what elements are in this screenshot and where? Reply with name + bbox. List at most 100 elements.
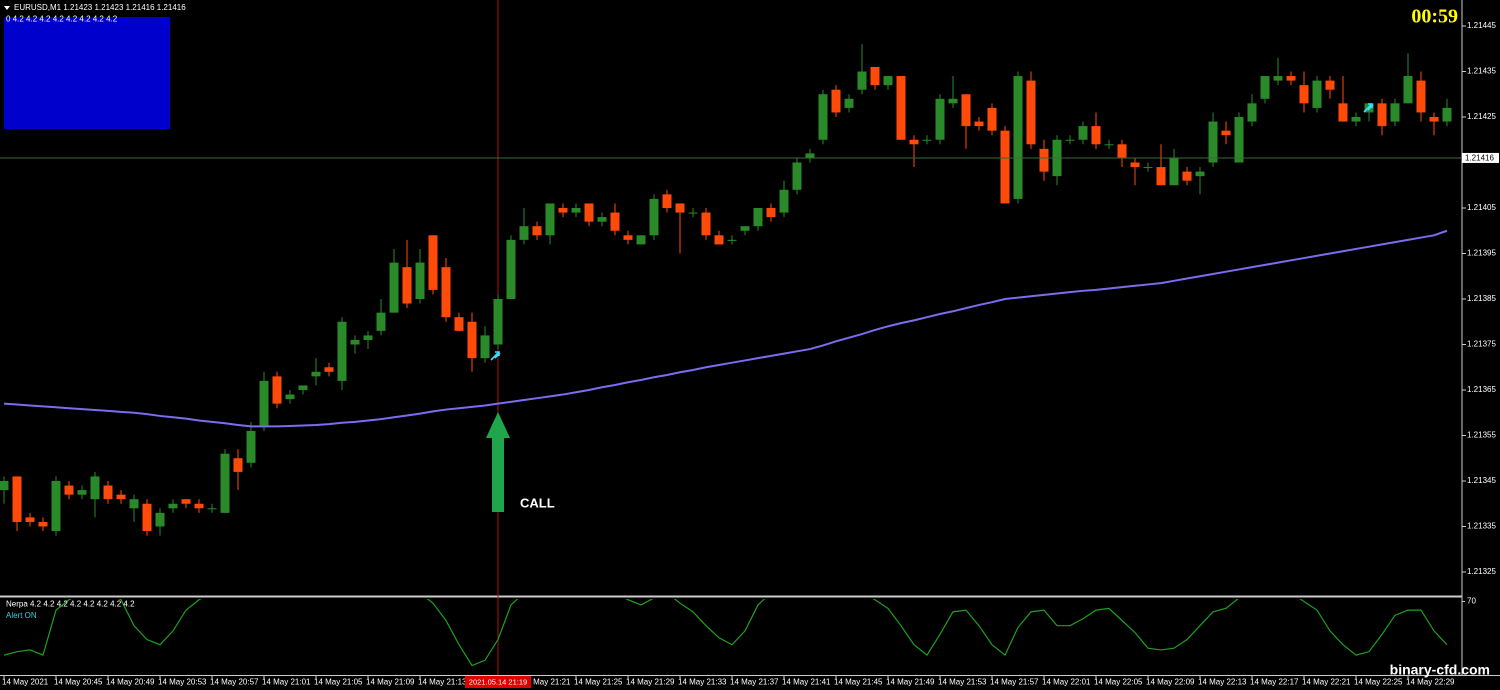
y-tick-label: 1.21395 [1467, 249, 1496, 258]
candle-body [77, 490, 87, 495]
signal-arrow [1363, 103, 1374, 113]
crosshair-time-label: 2021.05.14 21:19 [469, 677, 527, 686]
candle-body [753, 208, 763, 227]
x-tick-label: 14 May 20:53 [158, 678, 207, 687]
candle-body [25, 517, 35, 522]
candle-body [1429, 117, 1439, 122]
candle-body [311, 371, 321, 377]
menu-triangle[interactable] [4, 6, 10, 10]
candle-body [714, 235, 724, 245]
x-tick-label: 14 May 21:09 [366, 678, 415, 687]
candle-body [506, 239, 516, 299]
symbol-header: EURUSD,M1 1.21423 1.21423 1.21416 1.2141… [14, 3, 186, 12]
candle-body [493, 299, 503, 345]
candle-body [1286, 76, 1296, 81]
candle-body [1351, 117, 1361, 122]
candle-body [324, 367, 334, 372]
call-label: CALL [520, 495, 555, 510]
x-tick-label: 14 May 22:13 [1198, 678, 1247, 687]
candle-body [1065, 139, 1075, 141]
y-tick-label: 1.21335 [1467, 522, 1496, 531]
candle-body [623, 235, 633, 240]
y-tick-label: 1.21355 [1467, 431, 1496, 440]
candle-body [896, 76, 906, 140]
candle-body [155, 512, 165, 527]
x-tick-label: 14 May 21:33 [678, 678, 727, 687]
y-tick-label: 1.21435 [1467, 67, 1496, 76]
candle-body [1234, 117, 1244, 163]
y-tick-label: 1.21365 [1467, 385, 1496, 394]
candle-body [675, 203, 685, 213]
current-price-box [1462, 152, 1499, 163]
moving-average-line [3, 229, 1448, 428]
candle-body [90, 476, 100, 500]
candle-body [909, 139, 919, 145]
x-tick-label: 14 May 21:49 [886, 678, 935, 687]
x-tick-label: 14 May 22:01 [1042, 678, 1091, 687]
x-tick-label: 14 May 21:29 [626, 678, 675, 687]
candle-body [142, 503, 152, 532]
candle-body [818, 94, 828, 140]
current-price-label: 1.21416 [1465, 154, 1494, 163]
x-tick-label: 14 May 21:25 [574, 678, 623, 687]
candle-body [1403, 76, 1413, 104]
candle-body [402, 267, 412, 304]
candle-body [974, 121, 984, 127]
candle-body [1247, 103, 1257, 122]
candle-body [441, 267, 451, 318]
candle-body [922, 139, 932, 141]
indicator-status: Alert ON [6, 611, 37, 620]
candle-body [116, 494, 126, 500]
oscillator-line [3, 599, 1448, 667]
candle-body [519, 226, 529, 240]
x-tick-label: 14 May 22:05 [1094, 678, 1143, 687]
candle-body [1221, 130, 1231, 136]
candle-body [1442, 107, 1452, 122]
watermark: binary-cfd.com [1390, 662, 1490, 678]
candle-body [870, 66, 880, 86]
candle-body [64, 485, 74, 495]
candle-body [1312, 80, 1322, 108]
candle-body [220, 453, 230, 513]
x-tick-label: 14 May 22:25 [1354, 678, 1403, 687]
candle-body [584, 203, 594, 222]
candle-body [1000, 130, 1010, 204]
candle-body [298, 385, 308, 390]
candle-body [12, 476, 22, 522]
candle-body [1039, 148, 1049, 172]
candle-body [727, 239, 737, 241]
candle-body [1130, 162, 1140, 168]
candle-body [597, 217, 607, 222]
x-tick-label: 14 May 21:57 [990, 678, 1039, 687]
candle-body [1390, 103, 1400, 122]
candle-body [1117, 144, 1127, 158]
candle-body [545, 203, 555, 236]
y-tick-label: 1.21425 [1467, 112, 1496, 121]
candle-body [857, 71, 867, 90]
box-text: 0 4.2 4.2 4.2 4.2 4.2 4.2 4.2 4.2 [6, 15, 118, 24]
candle-body [38, 521, 48, 527]
x-tick-label: 14 May 20:57 [210, 678, 259, 687]
candle-body [844, 98, 854, 108]
candle-body [571, 208, 581, 213]
candle-body [948, 98, 958, 104]
candle-body [168, 503, 178, 509]
candle-body [194, 503, 204, 509]
candle-body [558, 208, 568, 213]
candle-body [1078, 126, 1088, 140]
candle-body [376, 312, 386, 331]
candle-body [1299, 85, 1309, 104]
candle-body [740, 226, 750, 231]
oscillator-panel [3, 599, 1448, 667]
candle-body [532, 226, 542, 236]
candle-body [1169, 157, 1179, 186]
candle-body [1416, 80, 1426, 113]
y-tick-label: 1.21325 [1467, 567, 1496, 576]
candle-body [363, 335, 373, 340]
candle-body [961, 94, 971, 127]
y-tick-label: 1.21375 [1467, 340, 1496, 349]
x-tick-label: 14 May 22:09 [1146, 678, 1195, 687]
candle-body [1195, 171, 1205, 177]
